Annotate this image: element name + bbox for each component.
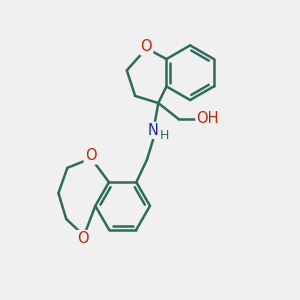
Text: N: N bbox=[148, 123, 158, 138]
Text: O: O bbox=[77, 231, 88, 246]
Text: H: H bbox=[160, 129, 170, 142]
Text: O: O bbox=[141, 39, 152, 54]
Text: OH: OH bbox=[196, 111, 219, 126]
Text: O: O bbox=[85, 148, 96, 164]
